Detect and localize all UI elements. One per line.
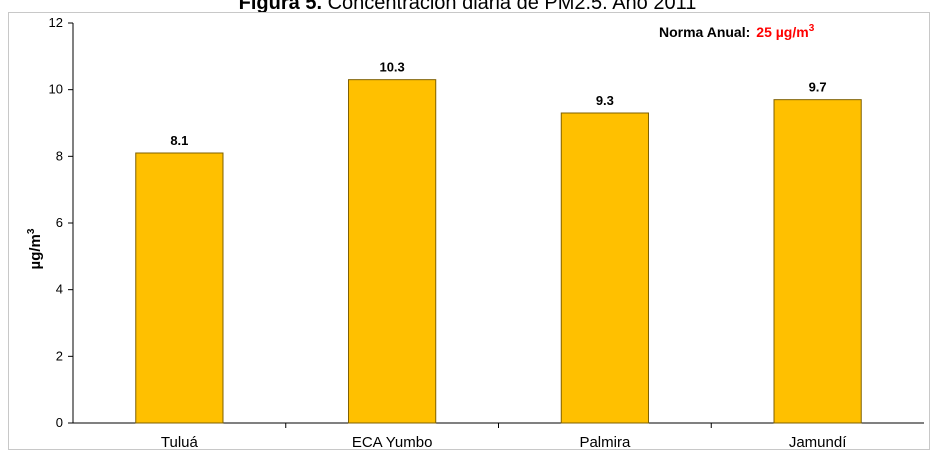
norma-anual-annotation: Norma Anual: 25 µg/m3	[659, 23, 815, 40]
y-axis-label: µg/m3	[26, 228, 44, 269]
bar	[560, 112, 649, 424]
y-tick-label: 2	[56, 348, 63, 363]
x-tick-label: ECA Yumbo	[352, 434, 433, 449]
bar	[135, 152, 224, 424]
x-tick-label: Palmira	[579, 434, 631, 449]
x-axis: Tuluá ECA Yumbo Palmira Jamundí	[73, 422, 924, 449]
bar	[348, 79, 437, 424]
y-axis: 0 2 4 6 8 10 12	[49, 15, 74, 430]
data-label: 9.7	[809, 80, 827, 95]
bar	[773, 99, 862, 424]
norma-value: 25 µg/m	[756, 24, 808, 40]
bar-chart: 0 2 4 6 8 10 12 Tuluá ECA Yumbo Palmira Jamundí 8…	[26, 15, 924, 449]
data-label: 10.3	[379, 60, 404, 75]
y-tick-label: 8	[56, 148, 63, 163]
data-labels: 8.1 10.3 9.3 9.7	[170, 60, 826, 148]
figure-caption: Concentración diaria de PM2.5. Año 2011	[327, 0, 697, 14]
norma-label: Norma Anual:	[659, 24, 750, 40]
x-tick-label: Tuluá	[161, 434, 199, 449]
y-tick-label: 4	[56, 282, 63, 297]
y-tick-label: 6	[56, 215, 63, 230]
x-tick-label: Jamundí	[789, 434, 847, 449]
chart-frame: 0 2 4 6 8 10 12 Tuluá ECA Yumbo Palmira Jamundí 8…	[8, 12, 930, 450]
data-label: 9.3	[596, 93, 614, 108]
y-tick-label: 0	[56, 415, 63, 430]
bars	[135, 79, 862, 424]
y-tick-label: 12	[49, 15, 63, 30]
norma-value-sup: 3	[809, 23, 815, 34]
y-tick-label: 10	[49, 82, 63, 97]
page-title: Figura 5. Concentración diaria de PM2.5.…	[0, 0, 935, 15]
figure-number: Figura 5.	[238, 0, 323, 14]
data-label: 8.1	[170, 133, 188, 148]
